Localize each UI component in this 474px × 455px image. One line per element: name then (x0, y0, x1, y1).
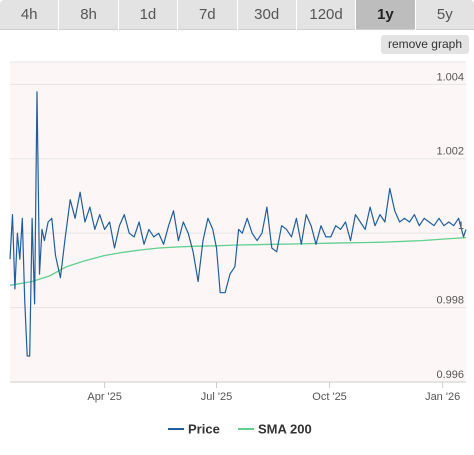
range-tab-120d[interactable]: 120d (296, 0, 356, 30)
price-line (9, 91, 467, 357)
y-tick-label: 1 (458, 220, 464, 232)
x-tick-label: Apr '25 (87, 391, 122, 403)
x-axis: Apr '25 Jul '25 Oct '25 Jan '26 (10, 381, 466, 403)
y-axis: 0.996 0.998 1 1.002 1.004 (436, 71, 464, 381)
range-tab-30d[interactable]: 30d (237, 0, 296, 30)
sma-200-line (9, 236, 467, 286)
x-tick-label: Jan '26 (425, 391, 460, 403)
legend: Price SMA 200 (168, 422, 312, 437)
y-tick-label: 1.002 (436, 146, 464, 158)
y-tick-label: 0.998 (436, 295, 464, 307)
legend-price-label[interactable]: Price (188, 422, 220, 437)
plot-area (10, 62, 466, 382)
range-tab-1y[interactable]: 1y (356, 0, 415, 30)
y-tick-label: 0.996 (436, 369, 464, 381)
time-range-tabs: 4h 8h 1d 7d 30d 120d 1y 5y (0, 0, 474, 30)
range-tab-5y[interactable]: 5y (415, 0, 474, 30)
range-tab-4h[interactable]: 4h (0, 0, 59, 30)
x-tick-label: Jul '25 (201, 391, 232, 403)
series-layer (9, 91, 467, 357)
x-tick-label: Oct '25 (312, 391, 347, 403)
remove-graph-button[interactable]: remove graph (380, 35, 469, 54)
range-tab-7d[interactable]: 7d (178, 0, 237, 30)
legend-sma-200-label[interactable]: SMA 200 (258, 422, 312, 437)
y-tick-label: 1.004 (436, 71, 464, 83)
plot-background (10, 62, 466, 382)
range-tab-1d[interactable]: 1d (118, 0, 178, 30)
range-tab-8h[interactable]: 8h (59, 0, 118, 30)
